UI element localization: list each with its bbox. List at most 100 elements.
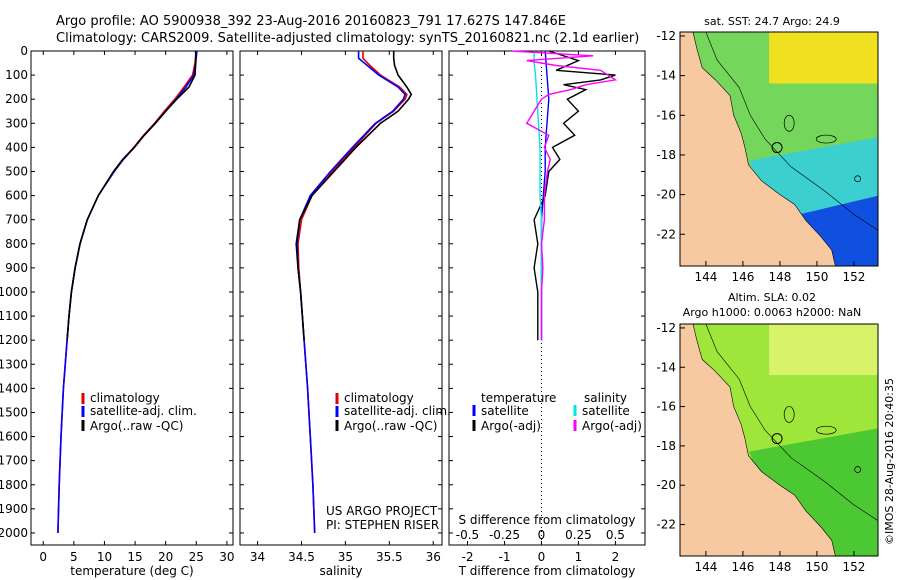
s-tick-label: 0 <box>538 528 546 542</box>
depth-tick-label: 800 <box>5 237 28 251</box>
pi-credit: PI: STEPHEN RISER <box>326 518 439 532</box>
difference-legend: temperature salinity satellite Argo(-adj… <box>472 391 642 433</box>
lat-tick-label: -16 <box>656 108 676 122</box>
shelf-contour <box>705 31 879 231</box>
sla-map-title-2: Argo h1000: 0.0063 h2000: NaN <box>683 306 862 319</box>
reef-outline <box>783 114 795 132</box>
legend-label-argo: Argo(..raw -QC) <box>344 419 437 433</box>
sla-map-title-1: Altim. SLA: 0.02 <box>728 291 816 304</box>
x-tick-label: 36 <box>426 550 441 564</box>
map-frame <box>679 31 879 267</box>
lon-tick-label: 146 <box>731 270 754 284</box>
ocean-band <box>769 32 878 84</box>
lat-tick-label: -18 <box>656 439 676 453</box>
depth-tick-label: 500 <box>5 164 28 178</box>
difference-panel-frame <box>448 50 646 546</box>
x-tick-label: 35 <box>338 550 353 564</box>
lat-tick-label: -18 <box>656 148 676 162</box>
x-tick-label: 15 <box>127 550 142 564</box>
lon-tick-label: 148 <box>768 560 791 574</box>
series-line-satellite-adj-clim- <box>57 50 198 534</box>
sst-map-title: sat. SST: 24.7 Argo: 24.9 <box>704 15 840 28</box>
land <box>679 31 836 267</box>
reef-outline <box>783 406 795 423</box>
x-tick-label: 20 <box>158 550 173 564</box>
legend-label-s-argo: Argo(-adj) <box>582 419 642 433</box>
legend-label-climatology: climatology <box>344 391 414 405</box>
depth-axis: 0 100 200 300 400 500 600 700 800 900 1000 1100 1200… <box>0 44 28 540</box>
depth-tick-label: 1900 <box>0 502 28 516</box>
lon-tick-label: 150 <box>805 270 828 284</box>
reef-outline <box>815 425 837 435</box>
depth-tick-label: 1300 <box>0 357 28 371</box>
lat-tick-label: -20 <box>656 188 676 202</box>
project-credit: US ARGO PROJECT <box>326 504 438 518</box>
float-position <box>771 142 783 154</box>
s-tick-label: 0.25 <box>565 528 592 542</box>
lon-tick-label: 148 <box>768 270 791 284</box>
temperature-legend: climatology satellite-adj. clim. Argo(..… <box>81 391 197 433</box>
lon-tick-label: 152 <box>842 560 865 574</box>
depth-tick-label: 1500 <box>0 405 28 419</box>
lon-tick-label: 144 <box>694 560 717 574</box>
legend-label-t-argo: Argo(-adj) <box>481 419 541 433</box>
salinity-panel: 34 34.5 35 35.5 36 <box>240 50 442 564</box>
s-difference-xlabel: S difference from climatology <box>459 513 636 527</box>
s-tick-label: -0.5 <box>456 528 479 542</box>
ocean-band <box>769 324 878 376</box>
salinity-xlabel: salinity <box>319 564 362 578</box>
legend-header-salinity: salinity <box>584 391 627 405</box>
lat-tick-label: -14 <box>656 360 676 374</box>
x-tick-label: 34.5 <box>288 550 315 564</box>
float-position <box>771 433 783 445</box>
depth-tick-label: 1400 <box>0 381 28 395</box>
lat-tick-label: -20 <box>656 478 676 492</box>
depth-tick-label: 1600 <box>0 430 28 444</box>
difference-panel: -2 -1 0 1 2 -0.5 -0.25 0 0.25 0.5 <box>449 50 645 564</box>
x-tick-label: 5 <box>70 550 78 564</box>
sst-map: -12 -14 -16 -18 -20 -22 144 146 148 150 152 <box>656 29 879 284</box>
depth-tick-label: 1800 <box>0 478 28 492</box>
series-line-satellite-adj-clim- <box>296 51 407 534</box>
depth-tick-label: 200 <box>5 92 28 106</box>
depth-tick-label: 600 <box>5 189 28 203</box>
x-tick-label: 35.5 <box>376 550 403 564</box>
x-tick-label: 10 <box>97 550 112 564</box>
s-tick-label: -0.25 <box>489 528 520 542</box>
depth-tick-label: 0 <box>20 44 28 58</box>
series-line-temperature-argo-adj- <box>533 50 616 341</box>
series-line-climatology <box>297 51 408 534</box>
map-frame <box>679 323 879 557</box>
salinity-legend: climatology satellite-adj. clim. Argo(..… <box>335 391 451 433</box>
series-line-salinity-argo-adj- <box>511 50 618 341</box>
series-line-climatology <box>57 50 198 534</box>
x-tick-label: 25 <box>189 550 204 564</box>
s-tick-label: 0.5 <box>606 528 625 542</box>
reef-outline <box>854 175 861 183</box>
lon-tick-label: 146 <box>731 560 754 574</box>
lon-tick-label: 152 <box>842 270 865 284</box>
timestamp: ©IMOS 28-Aug-2016 20:40:35 <box>883 378 896 545</box>
lat-tick-label: -12 <box>656 29 676 43</box>
legend-label-t-satellite: satellite <box>481 404 529 418</box>
depth-tick-label: 400 <box>5 140 28 154</box>
salinity-panel-frame <box>239 50 443 546</box>
temperature-xlabel: temperature (deg C) <box>70 564 193 578</box>
depth-tick-label: 1100 <box>0 309 28 323</box>
legend-label-satellite: satellite-adj. clim. <box>344 404 451 418</box>
temperature-panel-frame <box>30 50 234 546</box>
lat-tick-label: -22 <box>656 227 676 241</box>
legend-label-s-satellite: satellite <box>582 404 630 418</box>
series-line-argo-raw-qc- <box>295 51 413 341</box>
title-line-1: Argo profile: AO 5900938_392 23-Aug-2016… <box>56 14 566 29</box>
sla-map: -12 -14 -16 -18 -20 -22 144 146 148 150 152 <box>656 321 879 574</box>
t-difference-xlabel: T difference from climatology <box>458 564 636 578</box>
land <box>679 323 836 557</box>
depth-tick-label: 700 <box>5 213 28 227</box>
lon-tick-label: 144 <box>694 270 717 284</box>
x-tick-label: 34 <box>250 550 265 564</box>
lat-tick-label: -12 <box>656 321 676 335</box>
x-tick-label: 1 <box>575 550 583 564</box>
depth-tick-label: 100 <box>5 68 28 82</box>
